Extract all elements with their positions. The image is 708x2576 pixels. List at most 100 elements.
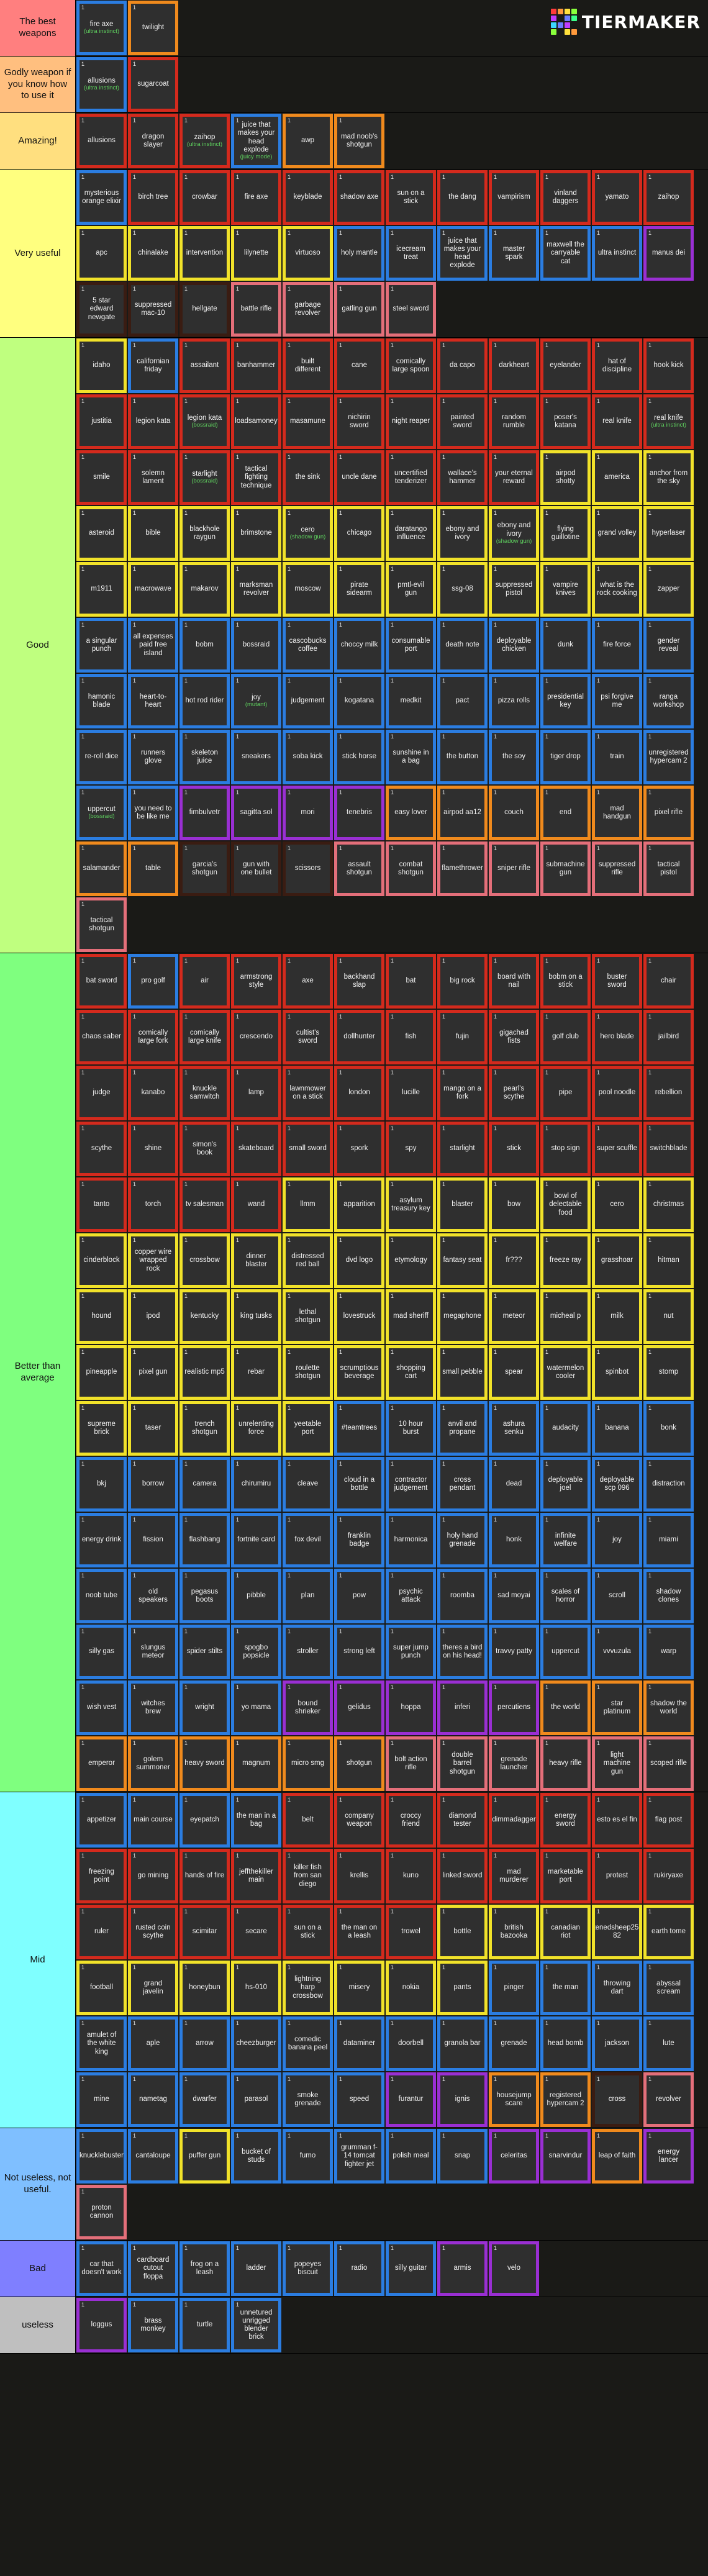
tier-item[interactable]: 1 grenade bbox=[489, 2016, 539, 2071]
tier-item[interactable]: 1 taser bbox=[128, 1401, 178, 1456]
tier-item[interactable]: 1 bossraid bbox=[231, 618, 281, 673]
tier-item[interactable]: 1 fr??? bbox=[489, 1233, 539, 1288]
tier-item[interactable]: 1 housejump scare bbox=[489, 2072, 539, 2127]
tier-item[interactable]: 1 theres a bird on his head! bbox=[437, 1625, 488, 1679]
tier-item[interactable]: 1 bkj bbox=[76, 1457, 127, 1512]
tier-item[interactable]: 1 tv salesman bbox=[179, 1177, 230, 1232]
tier-item[interactable]: 1 miami bbox=[643, 1513, 694, 1567]
tier-item[interactable]: 1 skeleton juice bbox=[179, 730, 230, 784]
tier-item[interactable]: 1 the man bbox=[540, 1961, 591, 2015]
tier-item[interactable]: 1 car that doesn't work bbox=[76, 2241, 127, 2296]
tier-item[interactable]: 1 rebar bbox=[231, 1345, 281, 1400]
tier-item[interactable]: 1 magnum bbox=[231, 1736, 281, 1791]
tier-item[interactable]: 1 brimstone bbox=[231, 506, 281, 561]
tier-item[interactable]: 1 garcia's shotgun bbox=[179, 841, 230, 896]
tier-item[interactable]: 1 football bbox=[76, 1961, 127, 2015]
tier-item[interactable]: 1 lawnmower on a stick bbox=[283, 1066, 333, 1120]
tier-item[interactable]: 1 chinalake bbox=[128, 226, 178, 281]
tier-item[interactable]: 1 shadow axe bbox=[334, 170, 384, 225]
tier-item[interactable]: 1 go mining bbox=[128, 1849, 178, 1903]
tier-item[interactable]: 1 unregistered hypercam 2 bbox=[643, 730, 694, 784]
tier-item[interactable]: 1 frog on a leash bbox=[179, 2241, 230, 2296]
tier-item[interactable]: 1 simon's book bbox=[179, 1122, 230, 1176]
tier-item[interactable]: 1 realistic mp5 bbox=[179, 1345, 230, 1400]
tier-item[interactable]: 1 eyepatch bbox=[179, 1793, 230, 1848]
tier-item[interactable]: 1 yo mama bbox=[231, 1680, 281, 1735]
tier-item[interactable]: 1 gun with one bullet bbox=[231, 841, 281, 896]
tier-item[interactable]: 1 rebellion bbox=[643, 1066, 694, 1120]
tier-item[interactable]: 1 apc bbox=[76, 226, 127, 281]
tier-item[interactable]: 1 spy bbox=[386, 1122, 436, 1176]
tier-item[interactable]: 1 percutiens bbox=[489, 1680, 539, 1735]
tier-item[interactable]: 1 zapper bbox=[643, 562, 694, 617]
tier-item[interactable]: 1 heavy sword bbox=[179, 1736, 230, 1791]
tier-item[interactable]: 1 pineapple bbox=[76, 1345, 127, 1400]
tier-item[interactable]: 1 moscow bbox=[283, 562, 333, 617]
tier-item[interactable]: 1 hot rod rider bbox=[179, 674, 230, 728]
tier-item[interactable]: 1 nut bbox=[643, 1289, 694, 1344]
tier-item[interactable]: 1 freeze ray bbox=[540, 1233, 591, 1288]
tier-item[interactable]: 1 polish meal bbox=[386, 2129, 436, 2184]
tier-item[interactable]: 1 double barrel shotgun bbox=[437, 1736, 488, 1791]
tier-item[interactable]: 1 distraction bbox=[643, 1457, 694, 1512]
tier-item[interactable]: 1 shadow the world bbox=[643, 1680, 694, 1735]
tier-item[interactable]: 1 revolver bbox=[643, 2072, 694, 2127]
tier-item[interactable]: 1 protest bbox=[592, 1849, 642, 1903]
tier-item[interactable]: 1 grenade launcher bbox=[489, 1736, 539, 1791]
tier-item[interactable]: 1 fire axe bbox=[231, 170, 281, 225]
tier-item[interactable]: 1 cross pendant bbox=[437, 1457, 488, 1512]
tier-item[interactable]: 1 10 hour burst bbox=[386, 1401, 436, 1456]
tier-item[interactable]: 1 arrow bbox=[179, 2016, 230, 2071]
tier-item[interactable]: 1 krellis bbox=[334, 1849, 384, 1903]
tier-item[interactable]: 1 dimmadagger bbox=[489, 1793, 539, 1848]
tier-item[interactable]: 1 anchor from the sky bbox=[643, 450, 694, 505]
tier-item[interactable]: 1 etymology bbox=[386, 1233, 436, 1288]
tier-item[interactable]: 1 cross bbox=[592, 2072, 642, 2127]
tier-item[interactable]: 1 fortnite card bbox=[231, 1513, 281, 1567]
tier-item[interactable]: 1 chair bbox=[643, 954, 694, 1009]
tier-item[interactable]: 1 hero blade bbox=[592, 1010, 642, 1064]
tier-item[interactable]: 1 cloud in a bottle bbox=[334, 1457, 384, 1512]
tier-item[interactable]: 1 proton cannon bbox=[76, 2185, 127, 2239]
tier-item[interactable]: 1 maxwell the carryable cat bbox=[540, 226, 591, 281]
tier-item[interactable]: 1 yamato bbox=[592, 170, 642, 225]
tier-item[interactable]: 1 bonk bbox=[643, 1401, 694, 1456]
tier-item[interactable]: 1 spogbo popsicle bbox=[231, 1625, 281, 1679]
tier-item[interactable]: 1 uncle dane bbox=[334, 450, 384, 505]
tier-item[interactable]: 1 cheezburger bbox=[231, 2016, 281, 2071]
tier-item[interactable]: 1 yeetable port bbox=[283, 1401, 333, 1456]
tier-item[interactable]: 1 painted sword bbox=[437, 394, 488, 449]
tier-item[interactable]: 1 nichirin sword bbox=[334, 394, 384, 449]
tier-item[interactable]: 1 honeybun bbox=[179, 1961, 230, 2015]
tier-item[interactable]: 1 solemn lament bbox=[128, 450, 178, 505]
tier-item[interactable]: 1 pizza rolls bbox=[489, 674, 539, 728]
tier-item[interactable]: 1 you need to be like me bbox=[128, 786, 178, 840]
tier-item[interactable]: 1 noob tube bbox=[76, 1569, 127, 1623]
tier-item[interactable]: 1 comically large fork bbox=[128, 1010, 178, 1064]
tier-item[interactable]: 1 fujin bbox=[437, 1010, 488, 1064]
tier-item[interactable]: 1 joy bbox=[592, 1513, 642, 1567]
tier-item[interactable]: 1 nokia bbox=[386, 1961, 436, 2015]
tier-item[interactable]: 1 mad sheriff bbox=[386, 1289, 436, 1344]
tier-item[interactable]: 1 copper wire wrapped rock bbox=[128, 1233, 178, 1288]
tier-item[interactable]: 1 gelidus bbox=[334, 1680, 384, 1735]
tier-item[interactable]: 1 lilynette bbox=[231, 226, 281, 281]
tier-item[interactable]: 1 twilight bbox=[128, 1, 178, 55]
tier-item[interactable]: 1 uncertified tenderizer bbox=[386, 450, 436, 505]
tier-item[interactable]: 1 easy lover bbox=[386, 786, 436, 840]
tier-item[interactable]: 1 real knife (ultra instinct) bbox=[643, 394, 694, 449]
tier-item[interactable]: 1 re-roll dice bbox=[76, 730, 127, 784]
tier-item[interactable]: 1 mad noob's shotgun bbox=[334, 114, 384, 168]
tier-item[interactable]: 1 slungus meteor bbox=[128, 1625, 178, 1679]
tier-item[interactable]: 1 mad handgun bbox=[592, 786, 642, 840]
tier-item[interactable]: 1 grumman f-14 tomcat fighter jet bbox=[334, 2129, 384, 2184]
tier-item[interactable]: 1 cero (shadow gun) bbox=[283, 506, 333, 561]
tier-item[interactable]: 1 presidential key bbox=[540, 674, 591, 728]
tier-item[interactable]: 1 stick bbox=[489, 1122, 539, 1176]
tier-item[interactable]: 1 sunshine in a bag bbox=[386, 730, 436, 784]
tier-item[interactable]: 1 armstrong style bbox=[231, 954, 281, 1009]
tier-item[interactable]: 1 unnetured unrigged blender brick bbox=[231, 2298, 281, 2352]
tier-item[interactable]: 1 awp bbox=[283, 114, 333, 168]
tier-item[interactable]: 1 milk bbox=[592, 1289, 642, 1344]
